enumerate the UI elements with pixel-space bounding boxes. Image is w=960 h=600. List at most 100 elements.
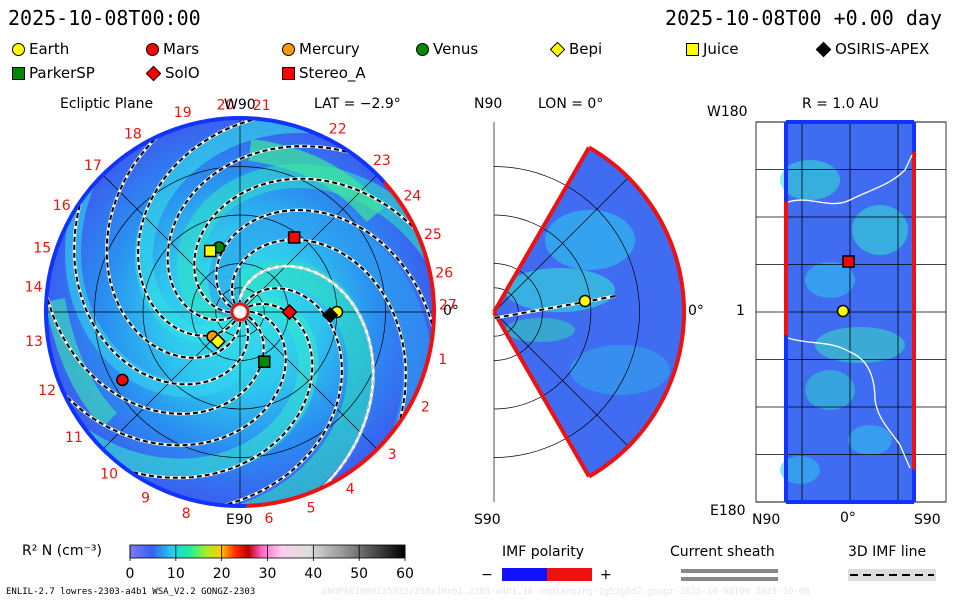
carrington-tick-25: 25 (424, 227, 442, 243)
imf-line-5 (215, 209, 434, 413)
earth-circle-icon (12, 42, 25, 56)
carrington-tick-16: 16 (53, 198, 71, 214)
radial-density-bands (780, 160, 908, 484)
meridional-bottom-label: S90 (474, 512, 501, 528)
carrington-tick-14: 14 (25, 280, 43, 296)
legend-label: Stereo_A (299, 64, 366, 82)
carrington-tick-4: 4 (346, 481, 355, 497)
ecliptic-top-label: W90 (224, 97, 256, 113)
sun-marker (230, 302, 250, 322)
imf-line-1 (54, 303, 314, 479)
imf-line-title: 3D IMF line (848, 544, 927, 560)
imf-line-0 (46, 310, 287, 447)
carrington-tick-19: 19 (174, 105, 192, 121)
carrington-tick-23: 23 (373, 153, 391, 169)
colorbar-tick-label-20: 20 (213, 566, 231, 582)
radial-band-1 (852, 205, 908, 255)
imf-line-9 (105, 118, 242, 359)
radial-current-sheath-upper (787, 154, 913, 205)
footer-watermark: UNOPAE1009135832/258x30x61.2303-a4b1.16-… (322, 587, 810, 597)
density-band-green (248, 139, 384, 223)
meridional-grid-arc-1 (493, 263, 543, 361)
parkersp-marker (257, 355, 271, 368)
meridional-band-4 (505, 318, 575, 342)
legend-item-parkersp: ParkerSP (12, 64, 95, 82)
colorbar-tick-label-0: 0 (126, 566, 135, 582)
legend-item-bepi: Bepi (549, 40, 602, 58)
carrington-tick-1: 1 (438, 352, 447, 368)
imf-line-6 (193, 177, 434, 314)
carrington-tick-13: 13 (25, 334, 43, 350)
meridional-edge-top (492, 146, 591, 313)
meridional-grid-arc-3 (493, 166, 640, 458)
legend-item-mercury: Mercury (282, 40, 360, 58)
radial-earth-marker (836, 304, 850, 318)
radial-band-2 (805, 262, 855, 298)
radial-band-4 (805, 370, 855, 410)
carrington-tick-17: 17 (84, 158, 102, 174)
imf-polarity-positive-swatch (547, 568, 592, 581)
legend-label: Mars (163, 40, 200, 58)
carrington-tick-5: 5 (307, 501, 316, 517)
solo-marker (281, 303, 298, 321)
meridional-right-label: 0° (688, 303, 704, 319)
meridional-earth-marker (578, 294, 592, 308)
radial-x-mid: 0° (840, 510, 856, 526)
carrington-tick-24: 24 (403, 189, 421, 205)
juice-marker (203, 244, 217, 258)
carrington-tick-27: 27 (439, 298, 457, 314)
juice-square-icon (686, 42, 699, 56)
legend-item-juice: Juice (686, 40, 739, 58)
legend-item-earth: Earth (12, 40, 69, 58)
meridional-ray-0 (493, 177, 629, 313)
legend-label: SolO (165, 64, 200, 82)
legend-label: Juice (703, 40, 739, 58)
imf-minus: − (481, 567, 493, 583)
footer-model-info: ENLIL-2.7 lowres-2303-a4b1 WSA_V2.2 GONG… (6, 587, 256, 597)
carrington-tick-12: 12 (38, 383, 56, 399)
radial-y-bottom: E180 (710, 503, 746, 519)
radial-band-0 (780, 160, 840, 200)
stereo_a-square-icon (282, 66, 295, 80)
colorbar-tick-label-50: 50 (350, 566, 368, 582)
legend-label: Earth (29, 40, 70, 58)
colorbar-tick-label-40: 40 (304, 566, 322, 582)
meridional-density-bands (505, 210, 670, 395)
legend-label: ParkerSP (29, 64, 95, 82)
imf-line-8 (137, 118, 341, 337)
density-band-green-left (46, 298, 118, 428)
left-timestamp: 2025-10-08T00:00 (8, 6, 201, 30)
carrington-tick-26: 26 (435, 265, 453, 281)
radial-y-top: W180 (707, 104, 748, 120)
colorbar-label: R² N (cm⁻³) (22, 543, 102, 559)
radial-x-right: S90 (914, 512, 941, 528)
legend-item-osiris-apex: OSIRIS-APEX (815, 40, 929, 58)
carrington-tick-22: 22 (329, 121, 347, 137)
ecliptic-border-positive (246, 180, 436, 508)
legend-item-venus: Venus (416, 40, 478, 58)
osiris-apex-marker (322, 307, 339, 324)
colorbar-tick-label-10: 10 (167, 566, 185, 582)
current-sheath-swatch-2 (681, 577, 778, 581)
radial-band-5 (848, 425, 892, 455)
imf-line-7 (166, 145, 426, 321)
ecliptic-title: Ecliptic Plane (60, 96, 154, 112)
meridional-grid (493, 122, 640, 502)
right-timestamp: 2025-10-08T00 +0.00 day (665, 6, 942, 30)
meridional-band-3 (570, 345, 670, 395)
radial-r-label: R = 1.0 AU (802, 96, 879, 112)
bepi-marker (209, 333, 226, 350)
legend-item-solo: SolO (145, 64, 200, 82)
imf-line-11 (46, 211, 265, 415)
parkersp-square-icon (12, 66, 25, 80)
carrington-tick-9: 9 (141, 490, 150, 506)
current-sheath-title: Current sheath (670, 544, 775, 560)
carrington-tick-20: 20 (217, 98, 235, 114)
colorbar-tick-label-30: 30 (259, 566, 277, 582)
imf-line-4 (231, 238, 407, 498)
current-sheath-line (239, 265, 374, 497)
ecliptic-lat-label: LAT = −2.9° (314, 96, 401, 112)
